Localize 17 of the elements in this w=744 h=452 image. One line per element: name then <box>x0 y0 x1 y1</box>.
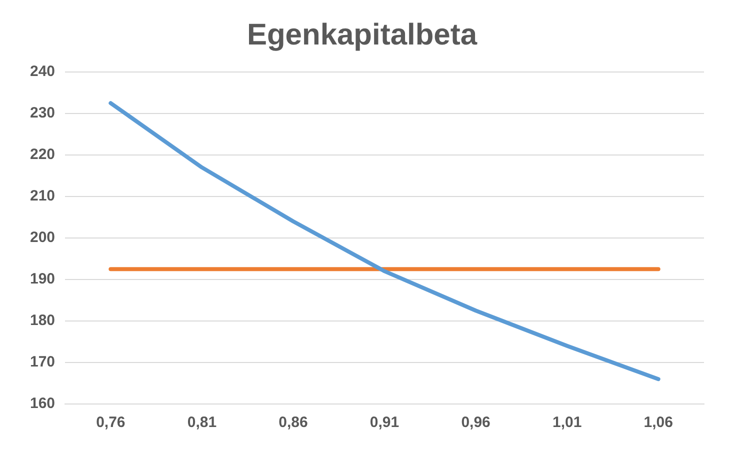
x-tick-label: 0,81 <box>187 414 217 432</box>
y-tick-label: 190 <box>30 270 56 288</box>
y-tick-label: 220 <box>30 146 56 164</box>
x-tick-label: 0,76 <box>96 414 126 432</box>
y-tick-label: 180 <box>30 312 56 330</box>
chart-title: Egenkapitalbeta <box>246 18 478 52</box>
x-tick-label: 0,86 <box>278 414 308 432</box>
y-tick-label: 170 <box>30 354 56 371</box>
y-tick-label: 230 <box>30 104 56 122</box>
x-tick-label: 0,96 <box>461 414 490 432</box>
x-tick-label: 1,06 <box>644 414 673 432</box>
y-tick-label: 200 <box>30 229 56 246</box>
y-tick-label: 160 <box>30 395 56 412</box>
y-tick-label: 210 <box>30 188 56 205</box>
x-tick-label: 0,91 <box>370 414 400 432</box>
x-tick-label: 1,01 <box>552 414 582 432</box>
y-tick-label: 240 <box>30 63 56 80</box>
